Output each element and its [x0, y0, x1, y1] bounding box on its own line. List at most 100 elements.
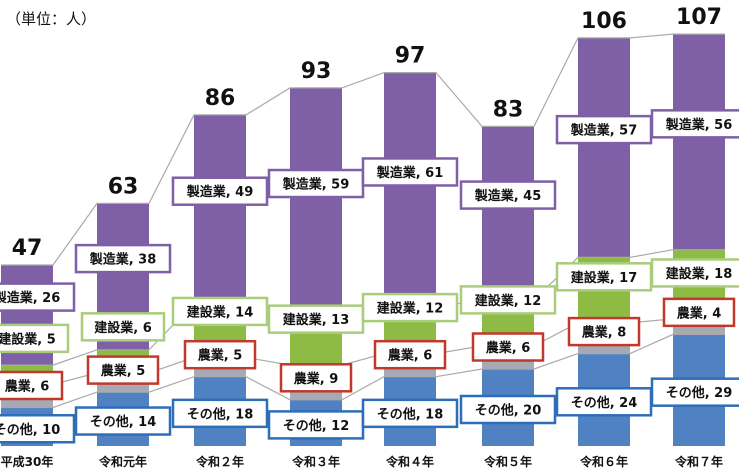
- data-label-text: 建設業, 5: [0, 331, 56, 347]
- data-label-text: その他, 10: [0, 422, 60, 438]
- data-label-kensetsu: 建設業, 6: [80, 312, 166, 342]
- data-label-text: その他, 20: [475, 403, 542, 419]
- data-label-seizo: 製造業, 49: [171, 176, 269, 206]
- data-label-seizo: 製造業, 56: [650, 109, 739, 139]
- data-label-kensetsu: 建設業, 5: [0, 323, 70, 354]
- unit-label: （単位：人）: [6, 10, 97, 28]
- data-label-seizo: 製造業, 45: [459, 180, 557, 210]
- data-label-box: [267, 304, 365, 334]
- data-label-box: [555, 262, 653, 292]
- data-label-box: [373, 339, 447, 370]
- x-tick-label: 令和２年: [195, 454, 244, 469]
- data-label-box: [459, 180, 557, 210]
- x-tick-label: 令和７年: [674, 454, 723, 469]
- data-label-nogyo: 農業, 5: [183, 339, 257, 370]
- data-label-sonota: その他, 29: [650, 377, 739, 407]
- data-label-box: [459, 285, 557, 315]
- data-label-text: 製造業, 45: [474, 188, 542, 204]
- x-tick-label: 令和５年: [483, 454, 532, 469]
- data-label-nogyo: 農業, 5: [86, 355, 160, 385]
- data-label-text: その他, 24: [571, 395, 638, 411]
- data-label-kensetsu: 建設業, 17: [555, 262, 653, 292]
- data-label-sonota: その他, 12: [267, 410, 365, 440]
- data-label-text: 農業, 4: [677, 305, 722, 321]
- data-label-box: [171, 296, 269, 327]
- data-label-nogyo: 農業, 6: [471, 332, 545, 362]
- bar-segment-seizo: [482, 126, 534, 300]
- bar-segment-seizo: [673, 34, 725, 250]
- data-label-box: [361, 398, 459, 429]
- data-label-nogyo: 農業, 6: [0, 370, 64, 401]
- data-label-box: [267, 410, 365, 440]
- data-label-box: [74, 243, 172, 274]
- data-label-seizo: 製造業, 61: [361, 157, 459, 187]
- data-label-text: その他, 29: [666, 385, 733, 401]
- data-label-box: [650, 109, 739, 139]
- x-tick-label: 平成30年: [1, 454, 54, 469]
- total-label: 83: [493, 97, 524, 122]
- data-label-text: 農業, 9: [294, 371, 339, 387]
- data-label-box: [650, 377, 739, 407]
- total-label: 106: [581, 9, 627, 34]
- data-label-box: [86, 355, 160, 385]
- bar-segment-seizo: [578, 37, 630, 258]
- data-label-box: [279, 363, 353, 393]
- total-label: 47: [12, 236, 43, 261]
- data-label-box: [267, 168, 365, 199]
- data-label-text: 農業, 6: [486, 340, 531, 356]
- total-label: 107: [676, 5, 722, 30]
- data-label-box: [80, 312, 166, 342]
- data-label-box: [171, 398, 269, 429]
- total-label: 93: [301, 59, 332, 84]
- data-label-text: 建設業, 17: [571, 270, 638, 286]
- data-label-box: [0, 323, 70, 354]
- data-label-text: その他, 18: [377, 406, 444, 422]
- data-label-box: [567, 316, 641, 347]
- total-label: 86: [205, 86, 236, 111]
- data-label-text: 農業, 5: [101, 363, 146, 379]
- data-label-box: [361, 292, 459, 323]
- data-label-box: [555, 114, 653, 145]
- data-label-text: 製造業, 61: [376, 165, 444, 181]
- data-label-sonota: その他, 10: [0, 414, 76, 444]
- data-label-box: [0, 282, 76, 312]
- data-label-text: 製造業, 49: [186, 184, 254, 200]
- x-tick-label: 令和６年: [579, 454, 628, 469]
- data-label-sonota: その他, 18: [171, 398, 269, 429]
- data-label-box: [459, 394, 557, 425]
- data-label-text: 製造業, 38: [89, 252, 157, 268]
- data-label-box: [471, 332, 545, 362]
- data-label-text: 農業, 6: [388, 348, 433, 364]
- data-label-text: 建設業, 12: [377, 301, 444, 317]
- data-label-box: [183, 339, 257, 370]
- data-label-nogyo: 農業, 4: [662, 297, 736, 328]
- data-label-text: 製造業, 26: [0, 290, 60, 306]
- bar-segment-seizo: [384, 72, 436, 308]
- data-label-nogyo: 農業, 9: [279, 363, 353, 393]
- data-label-text: その他, 14: [90, 414, 157, 430]
- data-label-text: 建設業, 12: [475, 293, 542, 309]
- data-label-text: 製造業, 59: [282, 177, 350, 193]
- data-label-nogyo: 農業, 8: [567, 316, 641, 347]
- x-tick-label: 令和元年: [98, 454, 147, 469]
- data-label-text: 建設業, 13: [283, 312, 350, 328]
- data-label-box: [361, 157, 459, 187]
- data-label-kensetsu: 建設業, 12: [459, 285, 557, 315]
- data-label-box: [662, 297, 736, 328]
- data-label-sonota: その他, 18: [361, 398, 459, 429]
- bar-segment-seizo: [290, 87, 342, 316]
- data-label-seizo: 製造業, 59: [267, 168, 365, 199]
- data-label-nogyo: 農業, 6: [373, 339, 447, 370]
- data-label-text: 建設業, 14: [187, 304, 254, 320]
- data-label-box: [74, 406, 172, 436]
- data-label-sonota: その他, 24: [555, 387, 653, 417]
- data-label-text: その他, 18: [187, 406, 254, 422]
- data-label-sonota: その他, 14: [74, 406, 172, 436]
- data-label-text: 製造業, 57: [570, 123, 638, 139]
- x-tick-label: 令和４年: [385, 454, 434, 469]
- data-label-box: [0, 414, 76, 444]
- data-label-text: 農業, 8: [582, 325, 627, 341]
- data-label-kensetsu: 建設業, 14: [171, 296, 269, 327]
- x-tick-label: 令和３年: [291, 454, 340, 469]
